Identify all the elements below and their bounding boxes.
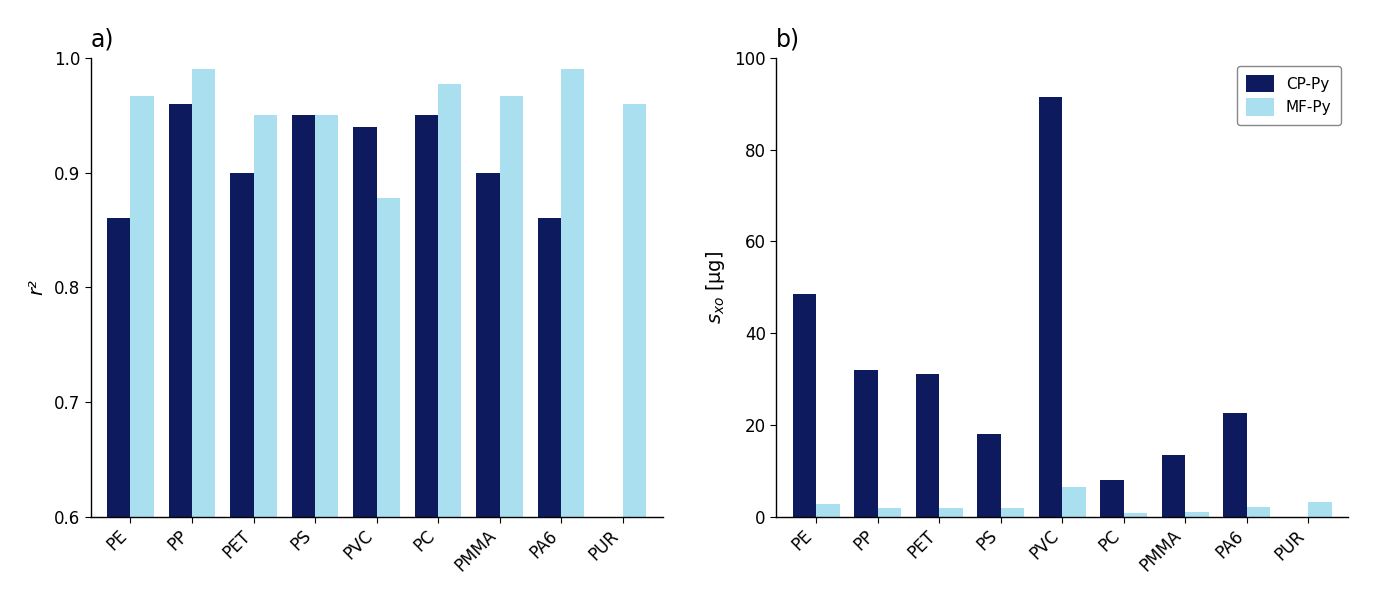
Bar xyxy=(107,218,131,517)
Bar xyxy=(253,115,277,517)
Bar xyxy=(1161,455,1185,517)
Bar xyxy=(131,96,154,517)
Bar xyxy=(354,127,377,517)
Bar xyxy=(438,84,461,517)
Bar xyxy=(169,104,193,517)
Bar xyxy=(377,198,400,517)
Bar xyxy=(414,115,438,517)
Bar xyxy=(292,115,315,517)
Bar xyxy=(940,508,963,517)
Bar xyxy=(1309,502,1332,517)
Text: b): b) xyxy=(776,28,801,52)
Bar xyxy=(1247,507,1270,517)
Bar xyxy=(1223,413,1247,517)
Legend: CP-Py, MF-Py: CP-Py, MF-Py xyxy=(1237,66,1340,125)
Bar xyxy=(193,69,216,517)
Bar xyxy=(476,172,499,517)
Bar xyxy=(816,504,839,517)
Bar xyxy=(499,96,523,517)
Y-axis label: r²: r² xyxy=(28,279,47,295)
Bar xyxy=(1124,513,1148,517)
Bar xyxy=(793,294,816,517)
Bar xyxy=(1000,508,1024,517)
Bar xyxy=(878,508,901,517)
Bar xyxy=(854,370,878,517)
Y-axis label: $s_{xo}$ [µg]: $s_{xo}$ [µg] xyxy=(705,251,727,324)
Bar xyxy=(1101,480,1124,517)
Bar xyxy=(977,434,1000,517)
Bar xyxy=(622,104,645,517)
Bar xyxy=(230,172,253,517)
Bar xyxy=(1062,487,1086,517)
Bar xyxy=(1185,512,1208,517)
Bar xyxy=(561,69,585,517)
Bar xyxy=(538,218,561,517)
Bar xyxy=(916,374,940,517)
Bar xyxy=(315,115,338,517)
Bar xyxy=(1039,97,1062,517)
Text: a): a) xyxy=(91,28,114,52)
